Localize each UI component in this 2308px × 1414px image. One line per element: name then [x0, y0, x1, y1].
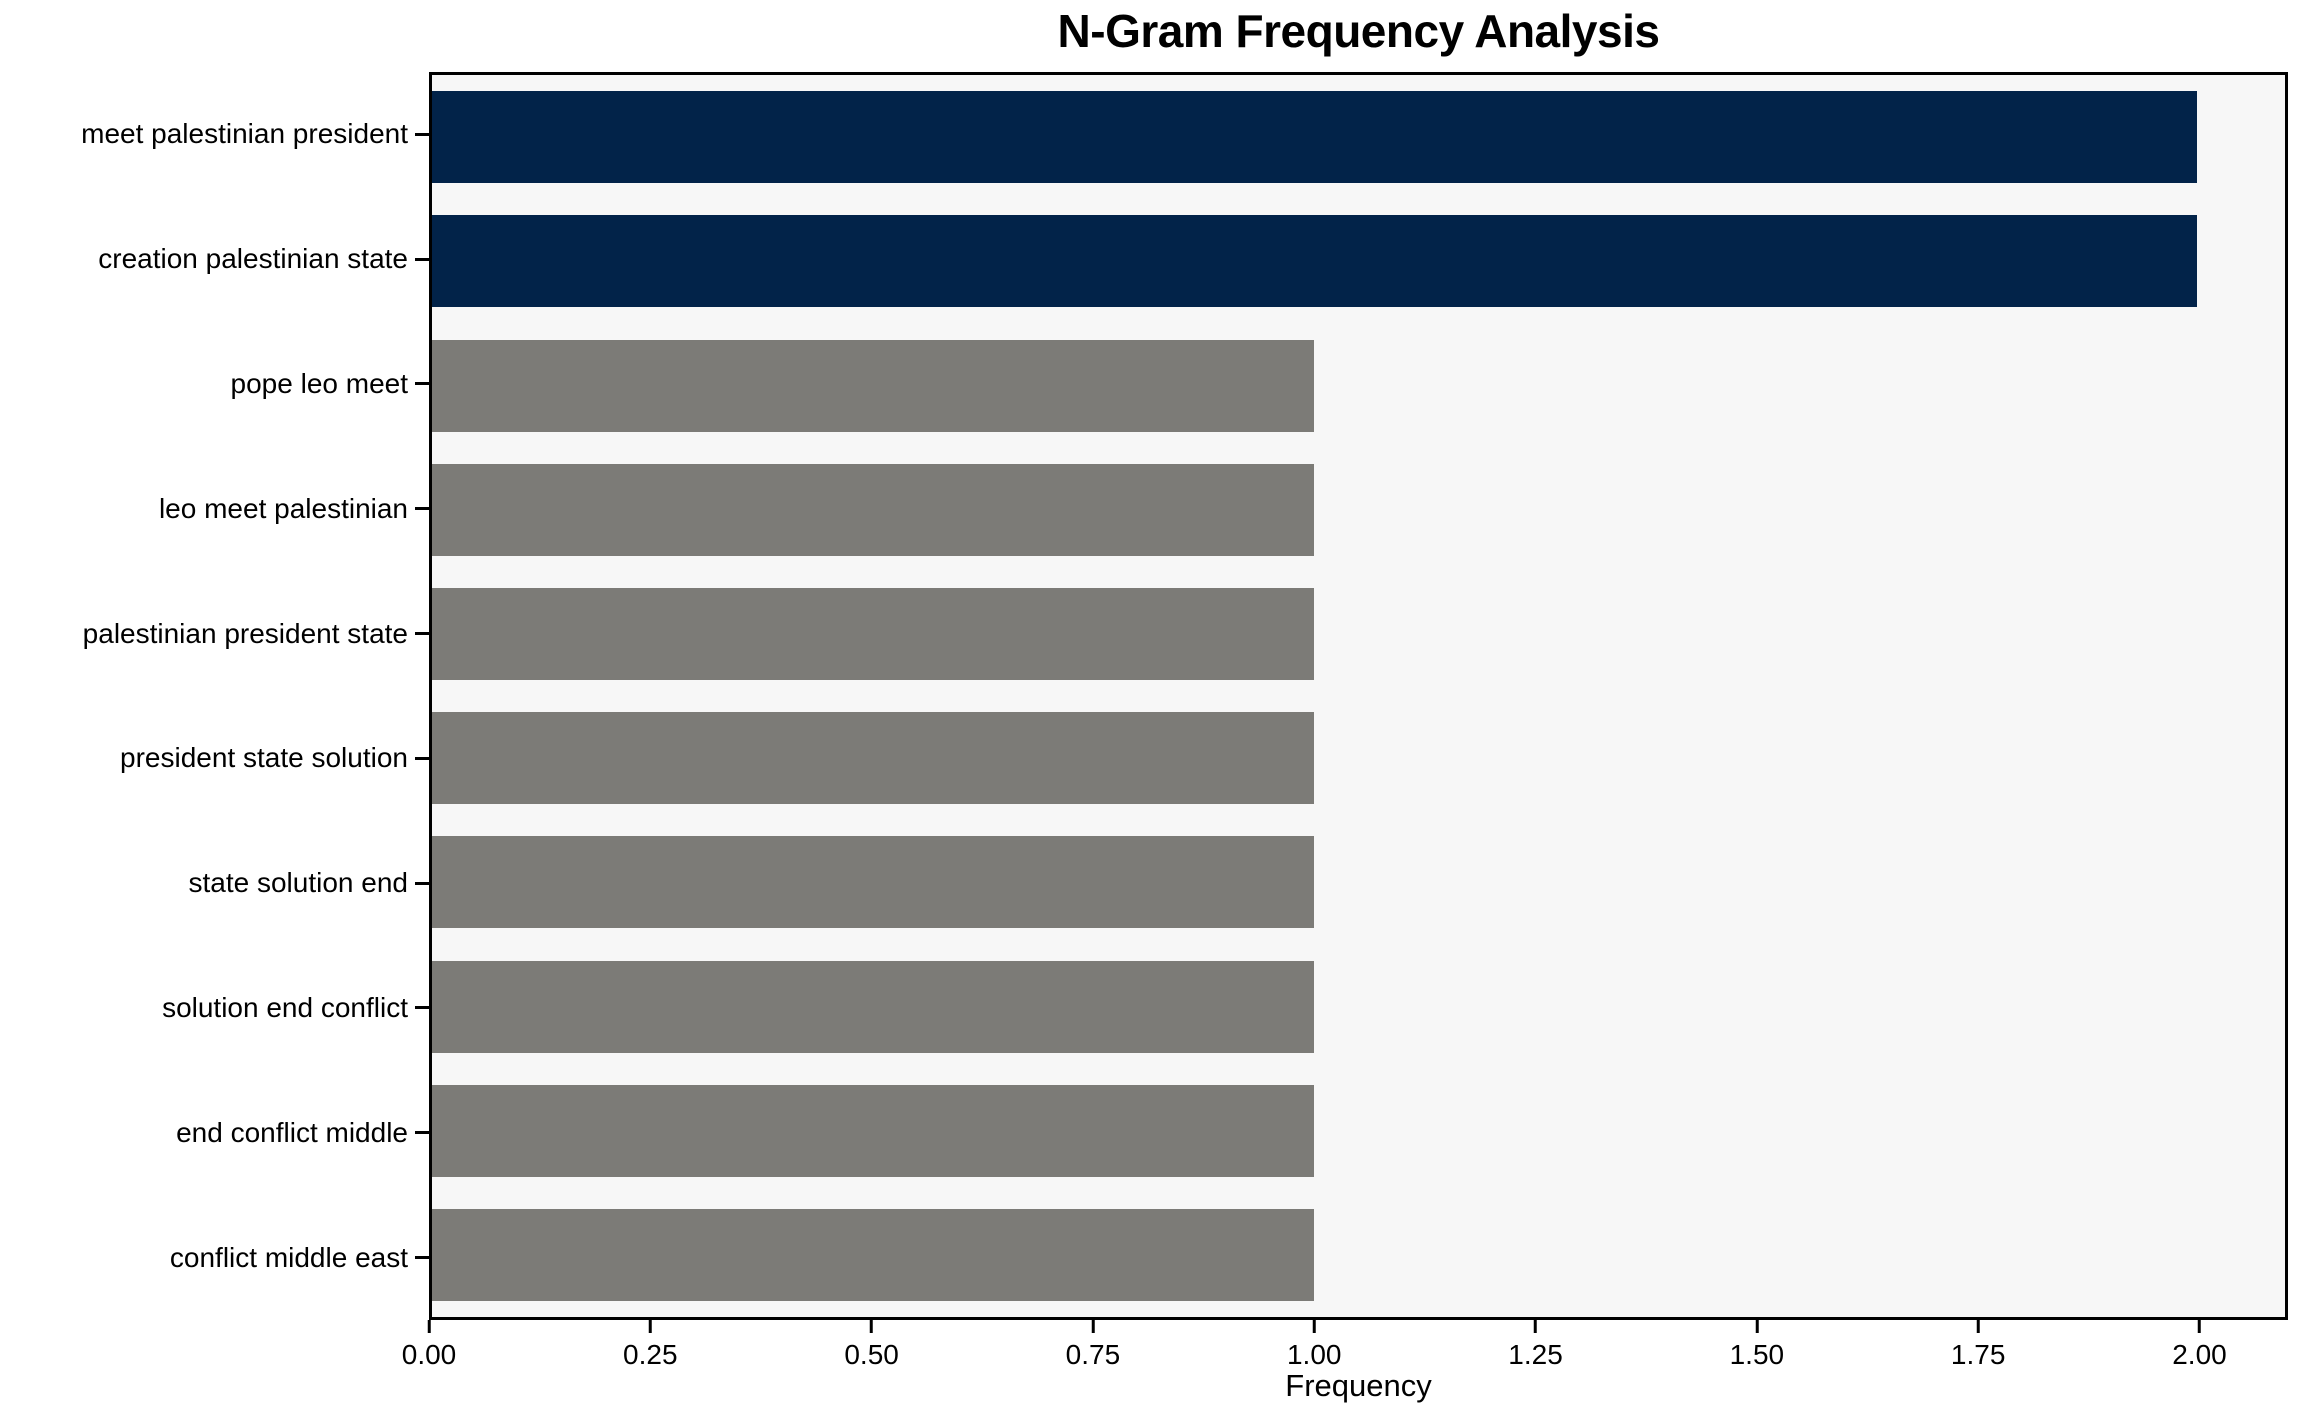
y-label-row: end conflict middle [0, 1070, 410, 1195]
bar [432, 463, 1315, 556]
x-tick-mark [1534, 1320, 1538, 1333]
bar [432, 1208, 1315, 1301]
x-tick-mark [2197, 1320, 2201, 1333]
bar-row [432, 820, 2285, 944]
x-tick-label: 2.00 [2172, 1339, 2227, 1370]
y-tick-label: palestinian president state [82, 617, 408, 649]
bar [432, 587, 1315, 680]
x-tick-mark [1091, 1320, 1095, 1333]
x-tick-mark [1755, 1320, 1759, 1333]
plot-area [429, 72, 2288, 1320]
y-tick-row [415, 946, 429, 1071]
bar [432, 91, 2197, 184]
y-tick-row [415, 821, 429, 946]
x-tick-mark [870, 1320, 874, 1333]
y-tick-label: end conflict middle [176, 1116, 408, 1148]
x-tick-label: 1.75 [1950, 1339, 2006, 1370]
y-axis-labels: meet palestinian president creation pales… [0, 72, 410, 1320]
bar-row [432, 75, 2285, 199]
y-tick-mark [415, 1006, 429, 1010]
x-tick-label: 1.00 [1286, 1339, 1342, 1370]
bar-row [432, 448, 2285, 572]
chart-title: N-Gram Frequency Analysis [1057, 5, 1660, 57]
y-tick-label: solution end conflict [162, 991, 408, 1023]
y-label-row: solution end conflict [0, 946, 410, 1071]
bar-row [432, 323, 2285, 447]
x-tick-label: 0.25 [623, 1339, 678, 1370]
bar [432, 960, 1315, 1053]
x-axis-label: Frequency [1285, 1368, 1432, 1403]
x-tick: 0.50 [844, 1320, 899, 1371]
bar-row [432, 1069, 2285, 1193]
y-tick-mark [415, 756, 429, 760]
bar-row [432, 696, 2285, 820]
y-tick-row [415, 571, 429, 696]
y-tick-label: pope leo meet [230, 367, 408, 399]
x-axis: 0.00 0.25 0.50 0.75 1.00 1.25 1.50 1.75 2.00 [402, 1320, 2288, 1390]
x-tick: 0.00 [401, 1320, 457, 1371]
x-tick-mark [648, 1320, 652, 1333]
y-label-row: creation palestinian state [0, 197, 410, 322]
x-tick-mark [1976, 1320, 1980, 1333]
y-label-row: meet palestinian president [0, 72, 410, 197]
y-tick-row [415, 1195, 429, 1320]
y-tick-label: creation palestinian state [98, 243, 408, 275]
x-tick: 2.00 [2172, 1320, 2227, 1371]
y-label-row: state solution end [0, 821, 410, 946]
x-tick: 1.00 [1286, 1320, 1342, 1371]
y-tick-mark [415, 132, 429, 136]
x-tick: 1.75 [1950, 1320, 2006, 1371]
y-label-row: leo meet palestinian [0, 446, 410, 571]
y-tick-row [415, 1070, 429, 1195]
bar-row [432, 1193, 2285, 1317]
y-label-row: conflict middle east [0, 1195, 410, 1320]
y-tick-row [415, 197, 429, 322]
y-label-row: president state solution [0, 696, 410, 821]
y-tick-label: leo meet palestinian [158, 492, 408, 524]
x-tick: 0.25 [623, 1320, 678, 1371]
y-tick-label: state solution end [188, 867, 409, 899]
y-tick-mark [415, 881, 429, 885]
y-tick-label: president state solution [120, 742, 408, 774]
x-tick-label: 1.25 [1508, 1339, 1563, 1370]
y-tick-row [415, 72, 429, 197]
x-tick-mark [427, 1320, 431, 1333]
bar-row [432, 944, 2285, 1068]
x-tick-mark [1312, 1320, 1316, 1333]
x-tick: 0.75 [1065, 1320, 1121, 1371]
y-tick-mark [415, 507, 429, 511]
y-tick-mark [415, 1131, 429, 1135]
y-axis-ticks [415, 72, 429, 1320]
bar [432, 1084, 1315, 1177]
bar [432, 712, 1315, 805]
y-tick-mark [415, 1256, 429, 1260]
y-tick-mark [415, 632, 429, 636]
x-tick: 1.50 [1729, 1320, 1785, 1371]
y-tick-row [415, 322, 429, 447]
bar-row [432, 199, 2285, 323]
x-tick-label: 1.50 [1729, 1339, 1785, 1370]
bar [432, 836, 1315, 929]
y-tick-row [415, 446, 429, 571]
bar [432, 339, 1315, 432]
bar-row [432, 572, 2285, 696]
x-tick-label: 0.00 [401, 1339, 457, 1370]
y-tick-label: meet palestinian president [81, 118, 408, 150]
y-tick-label: conflict middle east [169, 1241, 408, 1273]
x-tick-label: 0.50 [844, 1339, 899, 1370]
x-tick: 1.25 [1508, 1320, 1563, 1371]
y-tick-mark [415, 382, 429, 386]
y-label-row: pope leo meet [0, 322, 410, 447]
y-tick-mark [415, 257, 429, 261]
bar [432, 215, 2197, 308]
y-tick-row [415, 696, 429, 821]
y-label-row: palestinian president state [0, 571, 410, 696]
x-tick-label: 0.75 [1065, 1339, 1121, 1370]
